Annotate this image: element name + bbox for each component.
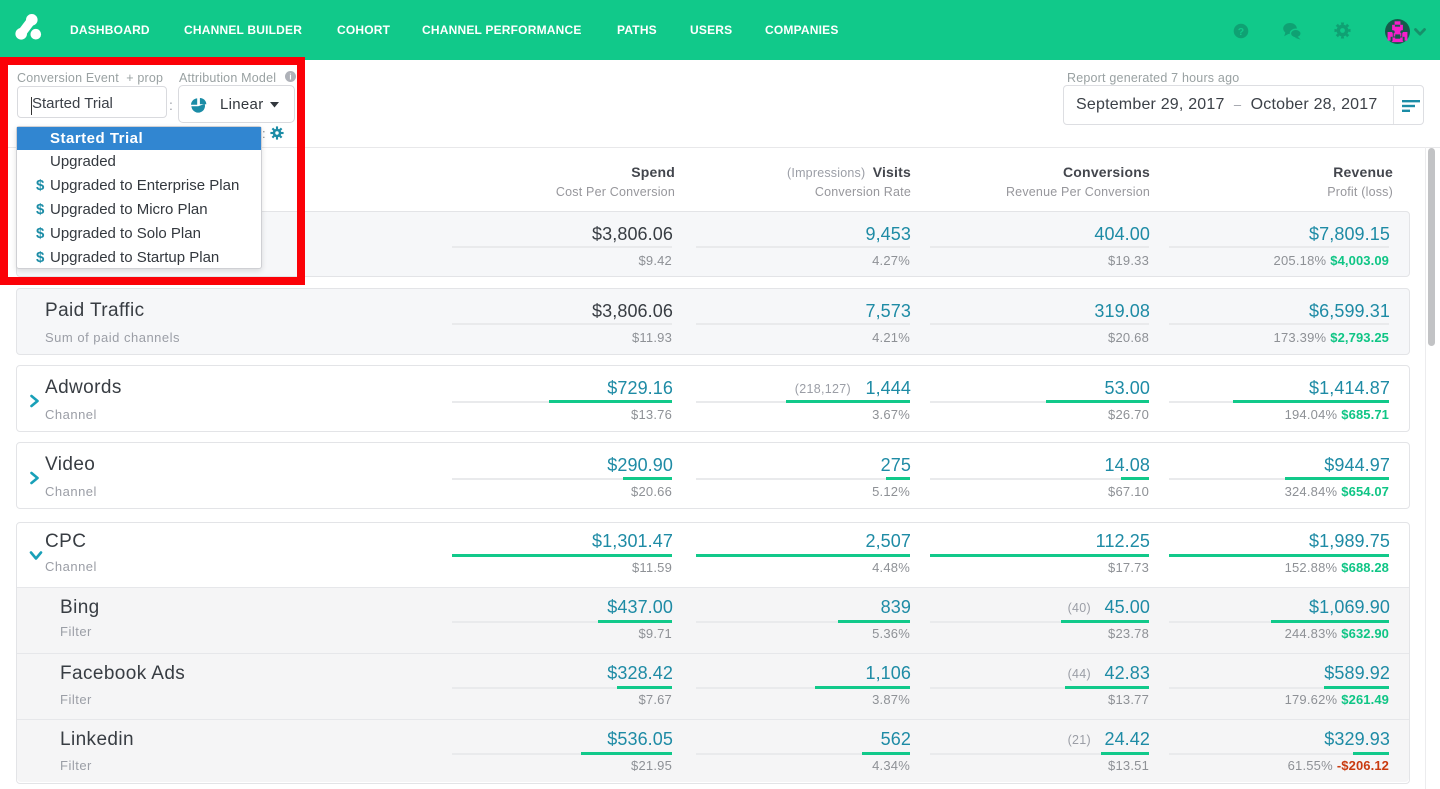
svg-text:i: i	[289, 72, 291, 81]
svg-text:?: ?	[1238, 26, 1244, 38]
